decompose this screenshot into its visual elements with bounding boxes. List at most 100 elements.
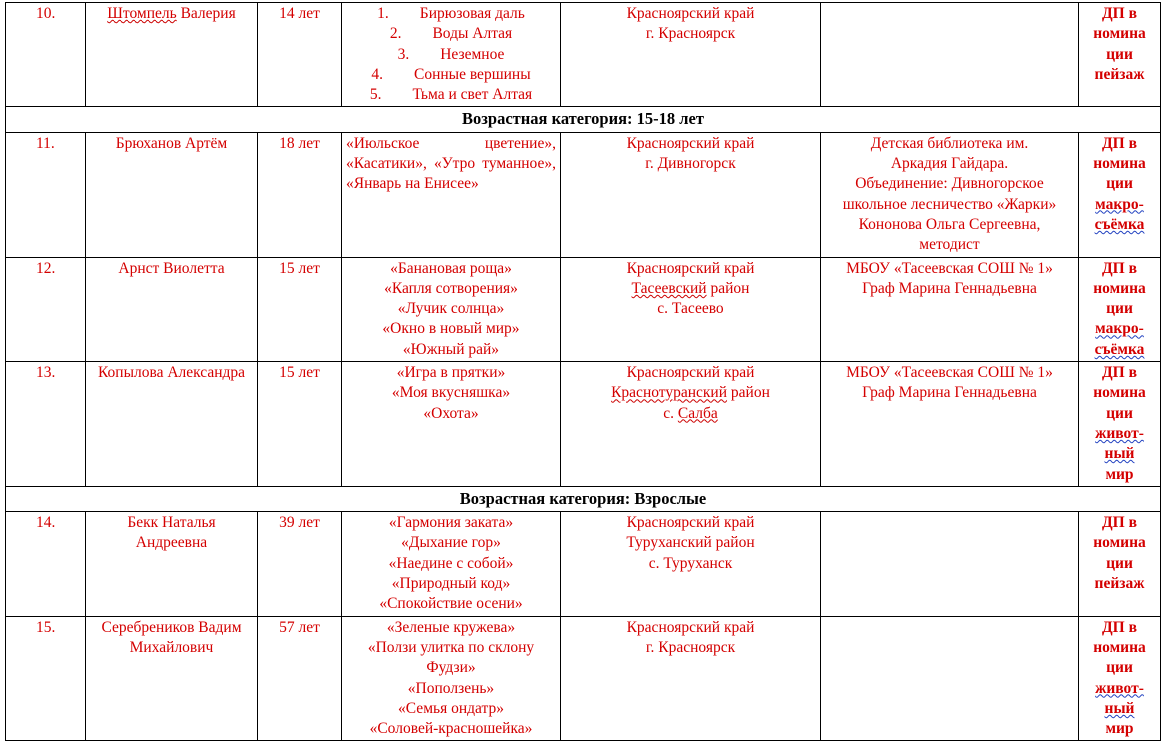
works-list: «Зеленые кружева» «Ползи улитка по склону… — [341, 615, 561, 741]
text-line: г. Красноярск — [645, 25, 736, 43]
category-header: Возрастная категория: Взрослые — [5, 485, 1161, 513]
text-line: Кононова Ольга Сергеевна, — [858, 215, 1041, 233]
text-line: «Ползи улитка по склону Фудзи» — [367, 638, 535, 677]
text-line: «Охота» — [423, 404, 479, 422]
row-number: 11. — [5, 131, 86, 258]
text-line: Аркадия Гайдара. — [890, 155, 1009, 173]
text-line: 4. Сонные вершины — [371, 65, 531, 83]
text-line: ДП в — [1102, 5, 1137, 22]
text-line: «Капля сотворения» — [384, 279, 518, 297]
text-line: Красноярский край — [626, 618, 755, 636]
works-list: 1. Бирюзовая даль 2. Воды Алтая 3. Неземно… — [341, 1, 561, 108]
location: Красноярский край Туруханский район с. Тур… — [560, 511, 821, 617]
works-list: «Банановая роща» «Капля сотворения» «Лучик… — [341, 256, 561, 363]
text-line: Объединение: Дивногорское — [855, 175, 1044, 193]
table-row: 11. Брюханов Артём 18 лет «Июльское цветени… — [5, 131, 1161, 258]
text-line: «Моя вкусняшка» — [391, 384, 511, 402]
participant-age: 15 лет — [257, 361, 342, 487]
text-line: с. Тасеево — [657, 300, 724, 318]
organization — [820, 615, 1079, 741]
text-line: Красноярский край — [626, 364, 755, 382]
participant-name: Копылова Александра — [85, 361, 258, 487]
participant-age: 18 лет — [257, 131, 342, 258]
participant-name: Брюханов Артём — [85, 131, 258, 258]
nomination: ДП в номина ции макро-съёмка — [1078, 131, 1161, 258]
text-line: ДП в — [1102, 259, 1137, 277]
text-line: МБОУ «Тасеевская СОШ № 1» — [846, 259, 1053, 277]
text-line: с. Туруханск — [648, 554, 733, 572]
participant-name: Бекк Наталья Андреевна — [85, 511, 258, 617]
nomination: ДП в номина ции макро-съёмка — [1078, 256, 1161, 363]
text-line: «Зеленые кружева» — [386, 618, 516, 636]
text-line: ный — [1104, 445, 1135, 463]
text-line: МБОУ «Тасеевская СОШ № 1» — [846, 364, 1053, 382]
text-line: ДП в — [1102, 364, 1137, 382]
organization — [820, 511, 1079, 617]
table-row: 10. Штомпель Валерия 14 лет 1. Бирюзовая да… — [5, 1, 1161, 108]
text-line: «Южный рай» — [402, 340, 500, 358]
text-line: Красноярский край — [626, 134, 755, 152]
row-number: 10. — [5, 1, 86, 108]
text-line: Краснотуранский район — [611, 384, 770, 402]
text-line: ции — [1106, 404, 1133, 422]
text-line: макро- — [1095, 195, 1144, 213]
participant-name: Серебреников Вадим Михайлович — [85, 615, 258, 741]
row-number: 15. — [5, 615, 86, 741]
row-number: 12. — [5, 256, 86, 363]
text-line: Красноярский край — [626, 259, 755, 277]
participant-age: 14 лет — [257, 1, 342, 108]
text-line: номина — [1093, 384, 1146, 402]
location: Красноярский край г. Красноярск — [560, 1, 821, 108]
text-line: методист — [919, 236, 980, 254]
table-row: 13. Копылова Александра 15 лет «Игра в прят… — [5, 361, 1161, 487]
text-line: ции — [1106, 300, 1133, 318]
organization: Детская библиотека им. Аркадия Гайдара. Об… — [820, 131, 1079, 258]
works-list: «Июльское цветение», «Касатики», «Утро т… — [341, 131, 561, 258]
participant-age: 57 лет — [257, 615, 342, 741]
text-line: съёмка — [1094, 340, 1145, 358]
text-line: съёмка — [1094, 215, 1145, 233]
text-line: ДП в — [1102, 514, 1137, 532]
table-row: 15. Серебреников Вадим Михайлович 57 лет «З… — [5, 615, 1161, 741]
text-line: «Окно в новый мир» — [382, 320, 520, 338]
text-line: Граф Марина Геннадьевна — [862, 279, 1037, 297]
text-line: 5. Тьма и свет Алтая — [369, 86, 533, 104]
text-line: «Спокойствие осени» — [379, 595, 523, 613]
nomination: ДП в номина ции пейзаж — [1078, 511, 1161, 617]
location: Красноярский край г. Дивногорск — [560, 131, 821, 258]
text-line: 2. Воды Алтая — [389, 25, 513, 43]
text-line: ДП в — [1102, 618, 1137, 636]
text-line: «Банановая роща» — [390, 259, 512, 277]
works-list: «Игра в прятки» «Моя вкусняшка» «Охота» — [341, 361, 561, 487]
text-line: макро- — [1095, 320, 1144, 338]
text-line: номина — [1093, 638, 1146, 656]
text-line: номина — [1093, 279, 1146, 297]
participants-table: 10. Штомпель Валерия 14 лет 1. Бирюзовая да… — [5, 1, 1161, 741]
organization: МБОУ «Тасеевская СОШ № 1» Граф Марина Ген… — [820, 256, 1079, 363]
row-number: 14. — [5, 511, 86, 617]
text-line: мир — [1105, 720, 1134, 738]
text-line: «Соловей-красношейка» — [369, 720, 533, 738]
text-line: Красноярский край — [626, 5, 755, 22]
text-line: «Гармония заката» — [388, 514, 514, 532]
nomination: ДП в номина ции живот-ный мир — [1078, 361, 1161, 487]
organization — [820, 1, 1079, 108]
text-line: живот- — [1095, 679, 1144, 697]
participant-name: Арнст Виолетта — [85, 256, 258, 363]
text-line: 1. Бирюзовая даль — [377, 5, 525, 22]
text-line: г. Красноярск — [645, 638, 736, 656]
text-line: «Игра в прятки» — [396, 364, 506, 382]
location: Красноярский край Краснотуранский район с.… — [560, 361, 821, 487]
text-line: «Дыхание гор» — [401, 534, 501, 552]
text-line: пейзаж — [1094, 65, 1145, 83]
text-line: с. Салба — [663, 404, 718, 422]
participant-age: 39 лет — [257, 511, 342, 617]
participant-age: 15 лет — [257, 256, 342, 363]
text-line: «Лучик солнца» — [397, 300, 505, 318]
text-line: г. Дивногорск — [645, 155, 736, 173]
organization: МБОУ «Тасеевская СОШ № 1» Граф Марина Ген… — [820, 361, 1079, 487]
text-line: «Семья ондатр» — [398, 699, 504, 717]
category-row: Возрастная категория: Взрослые — [5, 485, 1161, 513]
text-line: Граф Марина Геннадьевна — [862, 384, 1037, 402]
text-line: ный — [1104, 699, 1135, 717]
